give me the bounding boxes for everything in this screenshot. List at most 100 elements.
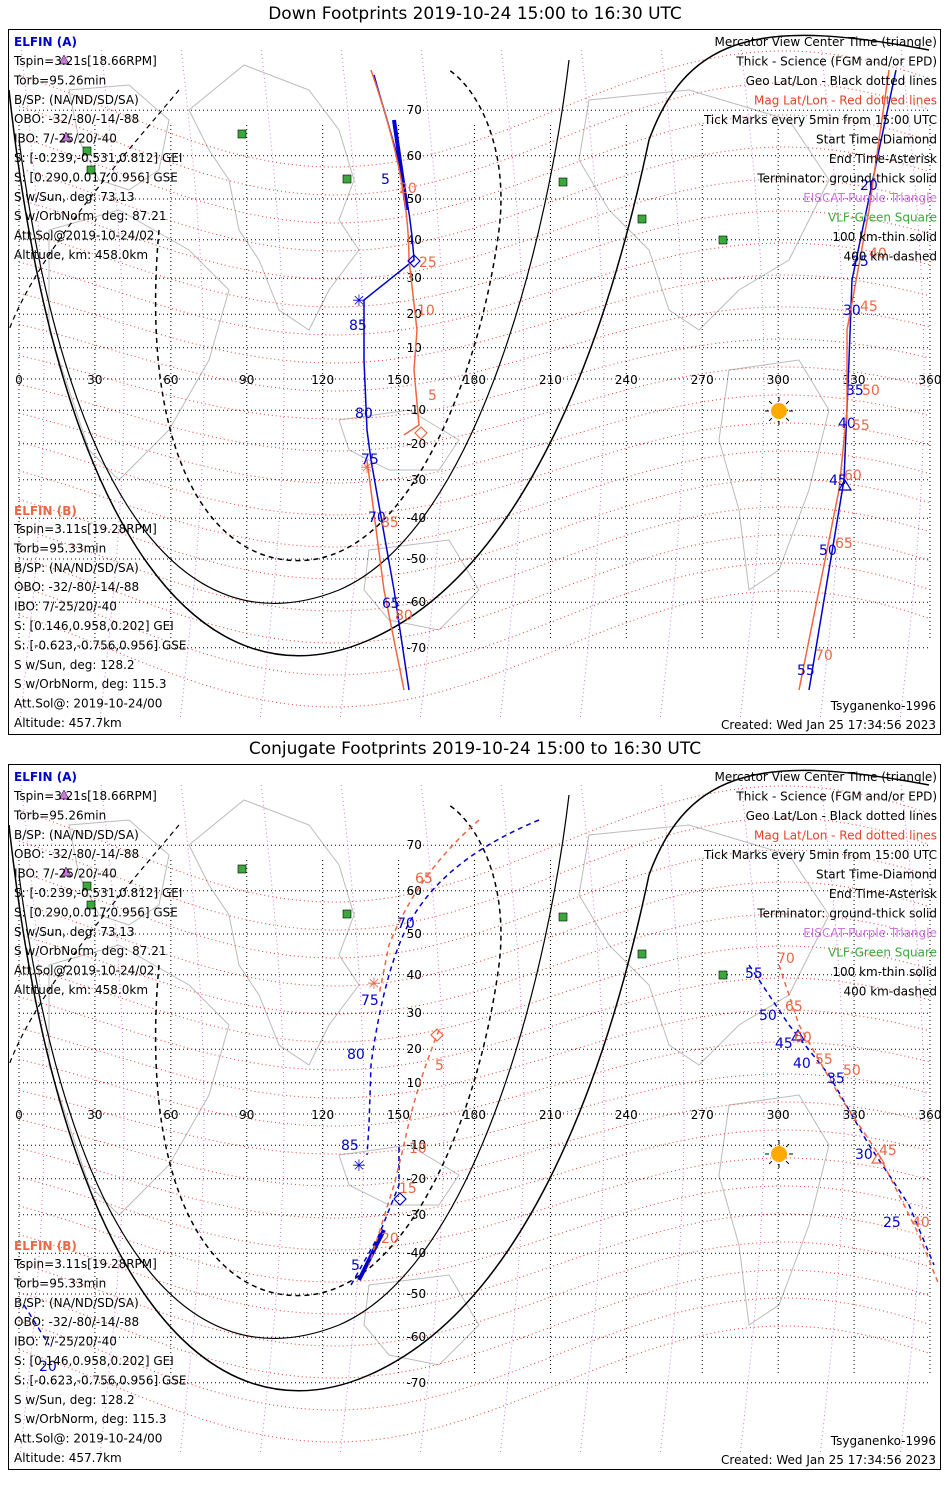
eiscat-marker xyxy=(58,789,70,800)
mag-parallel xyxy=(18,913,930,1015)
elfin-a-info-line: IBO: 7/-25/20/-40 xyxy=(14,867,117,881)
lat-tick-label: 40 xyxy=(407,968,422,982)
mag-meridian xyxy=(259,49,285,721)
lat-tick-label: 30 xyxy=(407,1006,422,1020)
end-asterisk-a: ✳ xyxy=(352,291,365,310)
legend-entry: Mag Lat/Lon - Red dotted lines xyxy=(754,94,937,108)
mag-parallel xyxy=(18,506,930,612)
vlf-station-marker xyxy=(82,146,92,156)
end-asterisk-a: ✳ xyxy=(352,1156,365,1175)
coastline xyxy=(48,209,230,481)
track-elfin-b-east xyxy=(798,69,890,691)
terminator-100km xyxy=(18,59,570,604)
mag-parallel xyxy=(18,881,930,987)
track-b-time-label: 20 xyxy=(381,1231,399,1247)
mag-parallel xyxy=(18,1241,930,1347)
coastline xyxy=(68,819,170,926)
coastline xyxy=(68,84,170,191)
lon-tick-label: 330 xyxy=(843,1108,866,1122)
mag-meridian xyxy=(579,49,605,721)
lat-tick-label: 60 xyxy=(407,884,422,898)
mag-meridian xyxy=(819,49,845,721)
elfin-a-info-line: Att.Sol@2019-10-24/02 xyxy=(14,964,155,978)
mag-meridian xyxy=(899,49,925,721)
elfin-a-info-line: S w/Sun, deg: 73.13 xyxy=(14,925,135,939)
vlf-station-marker xyxy=(558,912,568,922)
track-b-time-label: 50 xyxy=(843,1063,861,1079)
legend-entry: Terminator: ground-thick solid xyxy=(756,907,937,921)
track-b-time-label: 85 xyxy=(381,515,399,531)
coastline xyxy=(48,944,230,1216)
track-a-time-label: 45 xyxy=(829,473,847,489)
elfin-b-info-line: Tspin=3.11s[19.28RPM] xyxy=(13,1257,157,1271)
sun-ray xyxy=(768,1160,773,1165)
terminator-400km xyxy=(154,69,502,562)
lat-tick-label: -60 xyxy=(407,1330,427,1344)
terminator-ground xyxy=(9,769,930,1392)
mag-parallel xyxy=(18,1101,930,1187)
elfin-b-info-line: S w/Sun, deg: 128.2 xyxy=(14,1393,135,1407)
lat-tick-label: 60 xyxy=(407,149,422,163)
sun-ray xyxy=(768,1143,773,1148)
lon-tick-label: 210 xyxy=(539,1108,562,1122)
lon-tick-label: 270 xyxy=(691,1108,714,1122)
lat-tick-label: -40 xyxy=(407,511,427,525)
track-a-time-label: 65 xyxy=(382,596,400,612)
legend-entry: Mercator View Center Time (triangle) xyxy=(715,770,937,784)
created-timestamp: Created: Wed Jan 25 17:34:56 2023 xyxy=(721,1453,936,1467)
elfin-b-info-line: S: [-0.623,-0.756,0.956] GSE xyxy=(14,638,187,652)
sun-icon xyxy=(771,403,787,419)
lat-tick-label: -20 xyxy=(407,1172,427,1186)
coastline xyxy=(718,1094,830,1326)
lat-tick-label: 50 xyxy=(407,192,422,206)
elfin-a-info-line: Torb=95.26min xyxy=(13,808,106,822)
mag-meridian xyxy=(19,784,45,1456)
track-b-time-label: 65 xyxy=(785,999,803,1015)
lon-tick-label: 180 xyxy=(463,1108,486,1122)
start-diamond-a xyxy=(393,1192,407,1206)
center-triangle-a xyxy=(837,478,853,491)
elfin-b-info-line: Altitude: 457.7km xyxy=(14,1451,122,1465)
lon-tick-label: 120 xyxy=(311,1108,334,1122)
elfin-b-info-line: OBO: -32/-80/-14/-88 xyxy=(14,580,139,594)
terminator-400km-west xyxy=(9,89,180,331)
coastline xyxy=(188,799,360,1066)
terminator-400km xyxy=(154,804,502,1297)
coastline xyxy=(188,64,360,331)
legend-entry: VLF-Green Square xyxy=(828,946,937,960)
track-a-time-label: 40 xyxy=(838,416,856,432)
legend-entry: Geo Lat/Lon - Black dotted lines xyxy=(746,809,937,823)
legend-entry: Start Time-Diamond xyxy=(816,868,937,882)
mag-meridian xyxy=(899,784,925,1456)
elfin-a-info-line: OBO: -32/-80/-14/-88 xyxy=(14,112,139,126)
elfin-b-info-line: IBO: 7/-25/20/-40 xyxy=(14,1335,117,1349)
eiscat-marker xyxy=(60,866,72,877)
mag-parallel xyxy=(18,178,930,280)
created-timestamp: Created: Wed Jan 25 17:34:56 2023 xyxy=(721,718,936,732)
lat-tick-label: -40 xyxy=(407,1246,427,1260)
elfin-b-info-line: Tspin=3.11s[19.28RPM] xyxy=(13,522,157,536)
track-a-time-label: 45 xyxy=(775,1036,793,1052)
panel-title: Conjugate Footprints 2019-10-24 15:00 to… xyxy=(248,739,702,759)
elfin-a-info-line: Torb=95.26min xyxy=(13,73,106,87)
track-b-time-label: 45 xyxy=(860,299,878,315)
vlf-station-marker xyxy=(342,909,352,919)
vlf-station-marker xyxy=(86,165,96,175)
lon-tick-label: 300 xyxy=(767,1108,790,1122)
legend-entry: End Time-Asterisk xyxy=(829,887,937,901)
lat-tick-label: -50 xyxy=(407,1287,427,1301)
track-a-time-label: 85 xyxy=(341,1138,359,1154)
elfin-a-info-line: Altitude, km: 458.0km xyxy=(14,248,148,262)
track-a-time-label: 55 xyxy=(745,966,763,982)
track-a-time-label: 85 xyxy=(349,318,367,334)
lat-tick-label: -10 xyxy=(407,1138,427,1152)
mag-meridian xyxy=(659,784,685,1456)
track-b-time-label: 10 xyxy=(409,1141,427,1157)
sun-ray xyxy=(785,400,790,405)
center-triangle-b xyxy=(870,1151,886,1164)
track-elfin-b-mid xyxy=(368,1029,440,1266)
elfin-b-info-line: S: [0.146,0.958,0.202] GEI xyxy=(14,619,174,633)
elfin-b-info-line: B/SP: (NA/ND/SD/SA) xyxy=(14,1296,139,1310)
track-b-time-label: 20 xyxy=(399,181,417,197)
elfin-b-info-line: Att.Sol@: 2019-10-24/00 xyxy=(14,1432,162,1446)
